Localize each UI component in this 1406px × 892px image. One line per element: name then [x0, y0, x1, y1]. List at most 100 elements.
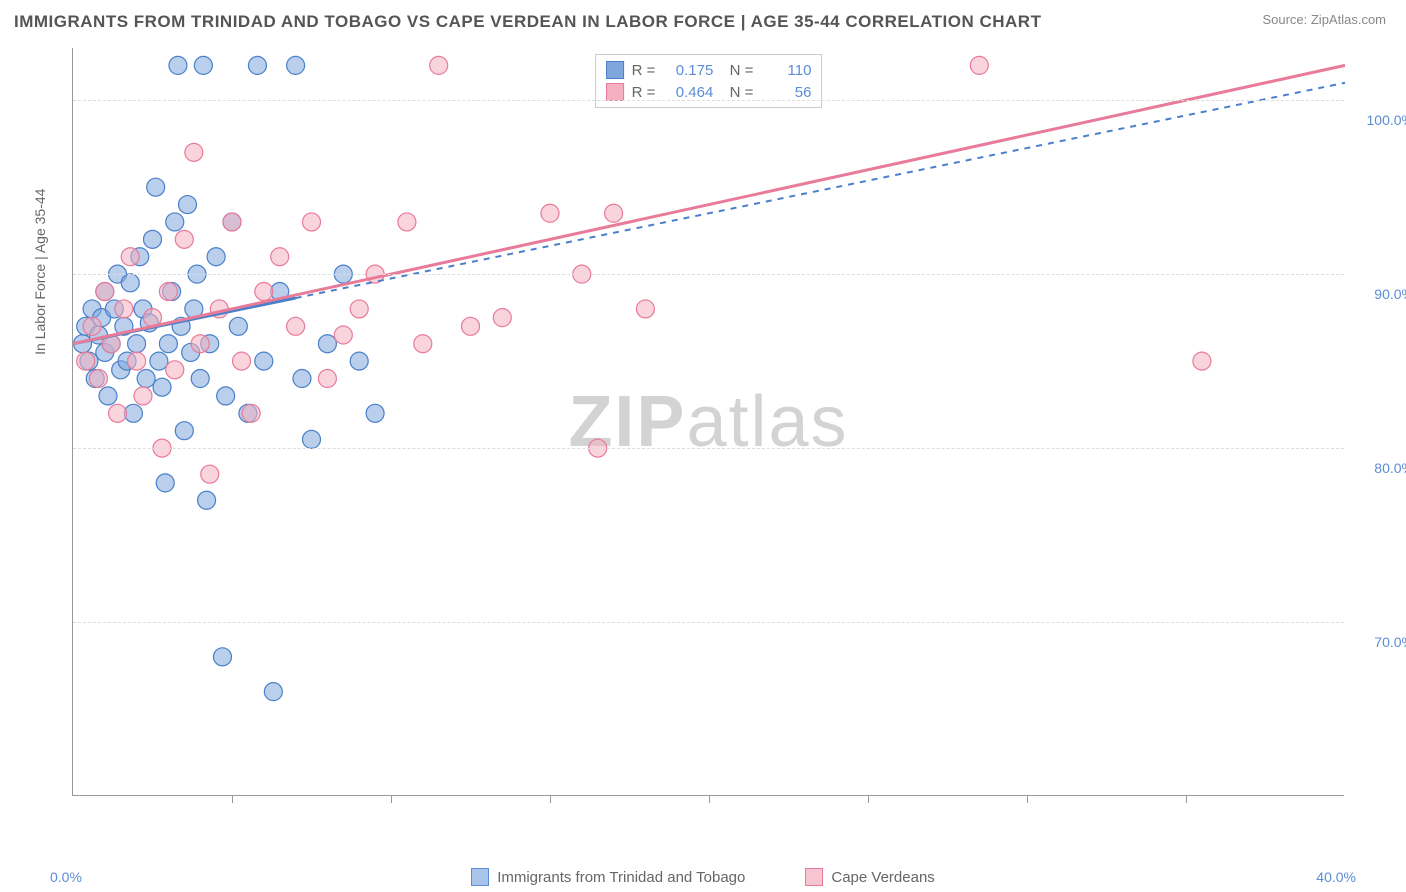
- data-point: [207, 248, 225, 266]
- data-point: [398, 213, 416, 231]
- x-axis-right-label: 40.0%: [1316, 869, 1356, 885]
- data-point: [128, 335, 146, 353]
- data-point: [194, 56, 212, 74]
- legend-swatch-2: [805, 868, 823, 886]
- chart-title: IMMIGRANTS FROM TRINIDAD AND TOBAGO VS C…: [14, 12, 1041, 32]
- data-point: [366, 404, 384, 422]
- data-point: [636, 300, 654, 318]
- r-value-1: 0.175: [663, 62, 713, 79]
- chart-header: IMMIGRANTS FROM TRINIDAD AND TOBAGO VS C…: [0, 0, 1406, 40]
- n-value-2: 56: [761, 84, 811, 101]
- data-point: [430, 56, 448, 74]
- x-tick: [391, 795, 392, 803]
- data-point: [229, 317, 247, 335]
- data-point: [191, 370, 209, 388]
- data-point: [271, 248, 289, 266]
- data-point: [493, 309, 511, 327]
- data-point: [191, 335, 209, 353]
- data-point: [223, 213, 241, 231]
- data-point: [147, 178, 165, 196]
- y-tick-label: 80.0%: [1354, 460, 1406, 476]
- data-point: [99, 387, 117, 405]
- data-point: [175, 422, 193, 440]
- stats-row-1: R = 0.175 N = 110: [606, 59, 812, 81]
- data-point: [121, 248, 139, 266]
- gridline-h: [73, 622, 1344, 623]
- data-point: [462, 317, 480, 335]
- legend-swatch-1: [471, 868, 489, 886]
- data-point: [541, 204, 559, 222]
- data-point: [287, 56, 305, 74]
- x-tick: [232, 795, 233, 803]
- data-point: [1193, 352, 1211, 370]
- data-point: [318, 335, 336, 353]
- data-point: [109, 404, 127, 422]
- data-point: [175, 230, 193, 248]
- data-point: [605, 204, 623, 222]
- data-point: [156, 474, 174, 492]
- data-point: [350, 300, 368, 318]
- y-axis-label: In Labor Force | Age 35-44: [32, 189, 48, 355]
- scatter-plot-svg: [73, 48, 1344, 795]
- data-point: [83, 317, 101, 335]
- legend-item-2: Cape Verdeans: [805, 868, 934, 886]
- swatch-series-1: [606, 61, 624, 79]
- data-point: [144, 230, 162, 248]
- x-tick: [868, 795, 869, 803]
- y-tick-label: 70.0%: [1354, 634, 1406, 650]
- data-point: [303, 213, 321, 231]
- x-tick: [1027, 795, 1028, 803]
- y-tick-label: 90.0%: [1354, 286, 1406, 302]
- bottom-legend: 0.0% Immigrants from Trinidad and Tobago…: [0, 868, 1406, 886]
- gridline-h: [73, 100, 1344, 101]
- data-point: [303, 430, 321, 448]
- legend-label-2: Cape Verdeans: [831, 869, 934, 886]
- data-point: [159, 335, 177, 353]
- gridline-h: [73, 274, 1344, 275]
- data-point: [264, 683, 282, 701]
- data-point: [128, 352, 146, 370]
- data-point: [137, 370, 155, 388]
- data-point: [242, 404, 260, 422]
- trend-line-extrapolated: [296, 83, 1345, 298]
- data-point: [150, 352, 168, 370]
- data-point: [166, 213, 184, 231]
- x-tick: [550, 795, 551, 803]
- data-point: [96, 283, 114, 301]
- data-point: [178, 196, 196, 214]
- data-point: [255, 283, 273, 301]
- x-axis-left-label: 0.0%: [50, 869, 82, 885]
- plot-area: ZIPatlas R = 0.175 N = 110 R = 0.464 N =…: [72, 48, 1344, 796]
- y-tick-label: 100.0%: [1354, 112, 1406, 128]
- data-point: [166, 361, 184, 379]
- data-point: [159, 283, 177, 301]
- chart-source: Source: ZipAtlas.com: [1262, 12, 1386, 27]
- data-point: [350, 352, 368, 370]
- n-value-1: 110: [761, 62, 811, 79]
- data-point: [115, 300, 133, 318]
- data-point: [233, 352, 251, 370]
- r-value-2: 0.464: [663, 84, 713, 101]
- data-point: [153, 378, 171, 396]
- x-tick: [709, 795, 710, 803]
- chart-container: In Labor Force | Age 35-44 ZIPatlas R = …: [46, 48, 1366, 812]
- data-point: [293, 370, 311, 388]
- data-point: [89, 370, 107, 388]
- swatch-series-2: [606, 83, 624, 101]
- x-tick: [1186, 795, 1187, 803]
- data-point: [169, 56, 187, 74]
- data-point: [217, 387, 235, 405]
- data-point: [185, 143, 203, 161]
- legend-item-1: Immigrants from Trinidad and Tobago: [471, 868, 745, 886]
- data-point: [134, 387, 152, 405]
- legend-label-1: Immigrants from Trinidad and Tobago: [497, 869, 745, 886]
- data-point: [198, 491, 216, 509]
- data-point: [414, 335, 432, 353]
- data-point: [77, 352, 95, 370]
- data-point: [121, 274, 139, 292]
- data-point: [334, 326, 352, 344]
- data-point: [318, 370, 336, 388]
- data-point: [255, 352, 273, 370]
- gridline-h: [73, 448, 1344, 449]
- data-point: [213, 648, 231, 666]
